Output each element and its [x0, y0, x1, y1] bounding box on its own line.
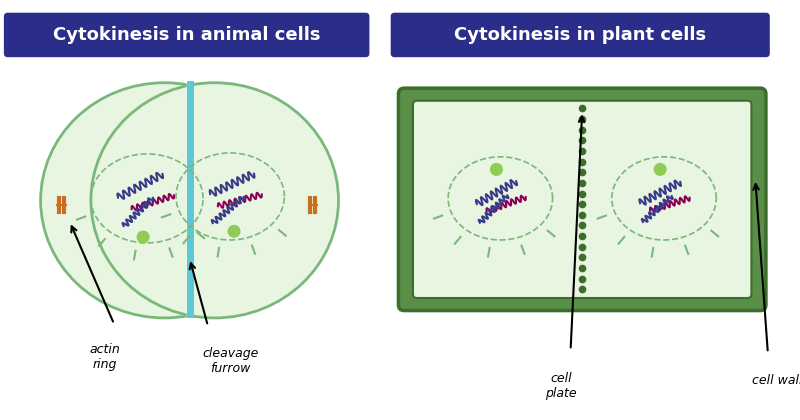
Text: cleavage
furrow: cleavage furrow [202, 347, 258, 375]
Ellipse shape [41, 83, 288, 318]
Circle shape [228, 226, 240, 237]
Ellipse shape [91, 83, 338, 318]
FancyBboxPatch shape [398, 88, 766, 310]
Text: actin
ring: actin ring [89, 344, 120, 371]
Circle shape [490, 163, 502, 175]
FancyBboxPatch shape [390, 13, 770, 57]
Circle shape [138, 231, 149, 243]
Text: Cytokinesis in plant cells: Cytokinesis in plant cells [454, 26, 706, 44]
FancyBboxPatch shape [413, 101, 751, 298]
Text: cell wall: cell wall [752, 374, 800, 387]
FancyBboxPatch shape [4, 13, 370, 57]
Text: Cytokinesis in animal cells: Cytokinesis in animal cells [53, 26, 320, 44]
Circle shape [654, 163, 666, 175]
Text: cell
plate: cell plate [545, 373, 577, 401]
